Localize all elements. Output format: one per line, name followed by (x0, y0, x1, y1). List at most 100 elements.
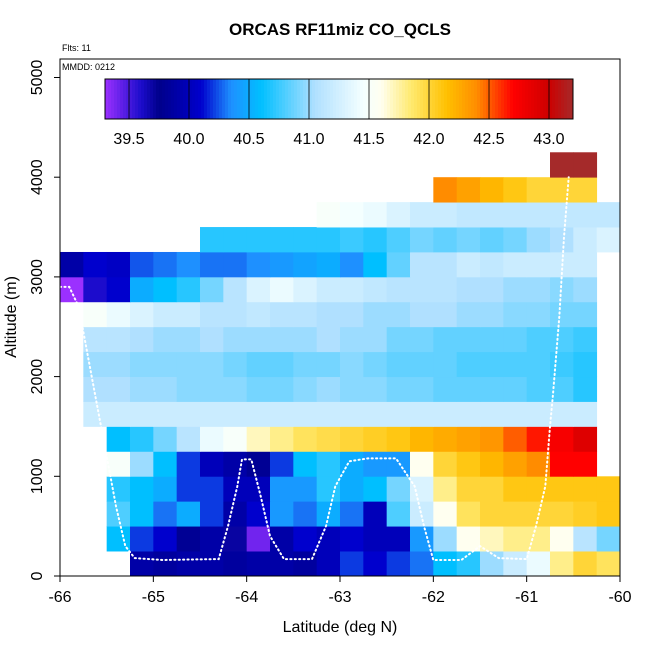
heatmap-cell (340, 227, 364, 253)
heatmap-cell (340, 376, 364, 402)
heatmap-cell (503, 526, 528, 552)
heatmap-cell (130, 476, 154, 502)
heatmap-cell (293, 401, 318, 427)
heatmap-cell (410, 202, 434, 228)
heatmap-cell (363, 451, 388, 477)
heatmap-cell (526, 401, 551, 427)
heatmap-cell (550, 451, 574, 477)
colorbar-swatch (303, 79, 307, 119)
heatmap-cell (526, 526, 551, 552)
heatmap-cell (480, 426, 504, 452)
heatmap-cell (456, 401, 481, 427)
heatmap-cell (526, 426, 551, 452)
colorbar-swatch (285, 79, 289, 119)
colorbar-swatch (207, 79, 211, 119)
heatmap-cells (60, 152, 621, 577)
heatmap-cell (270, 351, 294, 378)
heatmap-cell (363, 501, 388, 527)
heatmap-cell (480, 376, 504, 402)
heatmap-cell (176, 476, 201, 502)
colorbar-tick-label: 42.0 (413, 131, 444, 148)
heatmap-cell (293, 551, 318, 577)
heatmap-cell (293, 276, 318, 303)
colorbar-swatch (546, 79, 550, 119)
colorbar-swatch (552, 79, 556, 119)
heatmap-cell (176, 426, 201, 452)
colorbar-swatch (330, 79, 334, 119)
heatmap-cell (130, 501, 154, 527)
colorbar-swatch (171, 79, 175, 119)
colorbar-swatch (132, 79, 136, 119)
heatmap-cell (433, 451, 458, 477)
heatmap-cell (573, 526, 598, 552)
heatmap-cell (550, 202, 574, 228)
heatmap-cell (410, 276, 434, 303)
colorbar-swatch (309, 79, 313, 119)
colorbar-swatch (261, 79, 265, 119)
heatmap-cell (106, 426, 131, 452)
heatmap-cell (386, 376, 411, 402)
heatmap-cell (270, 276, 294, 303)
heatmap-cell (573, 301, 598, 328)
heatmap-cell (433, 376, 458, 402)
heatmap-cell (550, 476, 574, 502)
colorbar-swatch (324, 79, 328, 119)
colorbar-swatch (471, 79, 475, 119)
colorbar-swatch (153, 79, 157, 119)
colorbar-swatch (360, 79, 364, 119)
heatmap-cell (200, 301, 224, 328)
heatmap-cell (293, 301, 318, 328)
heatmap-cell (363, 551, 388, 577)
heatmap-cell (270, 551, 294, 577)
heatmap-cell (386, 451, 411, 477)
heatmap-cell (503, 401, 528, 427)
colorbar-swatch (525, 79, 529, 119)
heatmap-cell (573, 451, 598, 477)
heatmap-cell (200, 526, 224, 552)
heatmap-cell (433, 426, 458, 452)
heatmap-cell (503, 476, 528, 502)
colorbar-swatch (507, 79, 511, 119)
colorbar-swatch (156, 79, 160, 119)
colorbar-swatch (495, 79, 499, 119)
heatmap-cell (223, 551, 248, 577)
heatmap-cell (480, 251, 504, 278)
heatmap-cell (550, 526, 574, 552)
heatmap-cell (550, 326, 574, 353)
y-axis-label: Altitude (m) (3, 276, 20, 358)
heatmap-cell (130, 326, 154, 353)
heatmap-cell (573, 426, 598, 452)
heatmap-cell (526, 551, 551, 577)
colorbar-swatch (348, 79, 352, 119)
heatmap-cell (223, 276, 248, 303)
heatmap-cell (176, 551, 201, 577)
colorbar-swatch (381, 79, 385, 119)
heatmap-cell (270, 501, 294, 527)
colorbar-swatch (108, 79, 112, 119)
heatmap-cell (316, 276, 341, 303)
heatmap-cell (503, 301, 528, 328)
heatmap-cell (293, 227, 318, 253)
colorbar-swatch (465, 79, 469, 119)
heatmap-cell (456, 376, 481, 402)
colorbar-swatch (405, 79, 409, 119)
colorbar-swatch (189, 79, 193, 119)
x-tick-label: -65 (142, 589, 165, 606)
heatmap-cell (386, 276, 411, 303)
heatmap-cell (223, 426, 248, 452)
y-tick-label: 4000 (29, 159, 46, 195)
colorbar-swatch (273, 79, 277, 119)
heatmap-cell (176, 526, 201, 552)
heatmap-cell (573, 476, 598, 502)
colorbar-swatch (342, 79, 346, 119)
heatmap-cell (246, 526, 271, 552)
colorbar-swatch (282, 79, 286, 119)
colorbar-swatch (291, 79, 295, 119)
colorbar-swatch (486, 79, 490, 119)
colorbar-swatch (558, 79, 562, 119)
colorbar-swatch (351, 79, 355, 119)
heatmap-cell (270, 526, 294, 552)
heatmap-cell (200, 251, 224, 278)
heatmap-cell (83, 401, 108, 427)
heatmap-cell (456, 177, 481, 203)
